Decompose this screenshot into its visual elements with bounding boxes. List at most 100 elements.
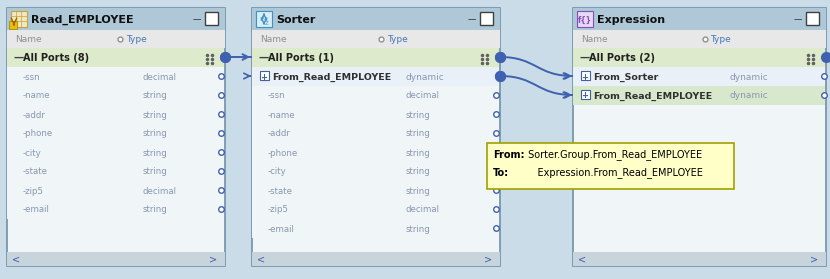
Text: From_Sorter: From_Sorter [593,73,658,81]
Text: From_Read_EMPLOYEE: From_Read_EMPLOYEE [593,92,712,100]
FancyBboxPatch shape [577,11,593,27]
Text: decimal: decimal [142,186,176,196]
FancyBboxPatch shape [573,252,826,266]
FancyBboxPatch shape [260,71,269,80]
FancyBboxPatch shape [7,30,225,48]
FancyBboxPatch shape [480,12,493,25]
Text: Type: Type [126,35,147,44]
FancyBboxPatch shape [573,8,826,266]
Text: -zip5: -zip5 [23,186,44,196]
Text: string: string [142,129,167,138]
Text: -city: -city [268,167,286,177]
Text: Expression.From_Read_EMPLOYEE: Expression.From_Read_EMPLOYEE [525,168,703,179]
Text: Name: Name [260,35,286,44]
FancyBboxPatch shape [205,12,218,25]
Text: —: — [579,53,589,63]
FancyBboxPatch shape [252,8,500,266]
FancyBboxPatch shape [7,67,224,86]
FancyBboxPatch shape [252,30,500,48]
Text: dynamic: dynamic [730,92,769,100]
FancyBboxPatch shape [7,105,224,124]
Text: Type: Type [710,35,731,44]
Text: Read_EMPLOYEE: Read_EMPLOYEE [31,15,134,25]
Text: string: string [406,148,431,158]
FancyBboxPatch shape [7,252,225,266]
Text: string: string [142,148,167,158]
Text: string: string [406,225,431,234]
Text: decimal: decimal [406,92,440,100]
Text: -ssn: -ssn [23,73,41,81]
FancyBboxPatch shape [7,48,224,67]
Text: +: + [261,73,267,81]
FancyBboxPatch shape [581,71,590,80]
Text: -name: -name [23,92,51,100]
Text: -addr: -addr [268,129,290,138]
Text: Type: Type [387,35,408,44]
Text: From:: From: [493,150,525,160]
Text: Expression: Expression [597,15,665,25]
FancyBboxPatch shape [7,162,224,181]
Text: >: > [810,255,818,265]
Text: Sorter.Group.From_Read_EMPLOYEE: Sorter.Group.From_Read_EMPLOYEE [525,150,702,160]
FancyBboxPatch shape [252,252,500,266]
FancyBboxPatch shape [252,8,500,30]
Text: dynamic: dynamic [406,73,445,81]
Text: -state: -state [23,167,48,177]
Text: All Ports (2): All Ports (2) [589,53,655,63]
Text: All Ports (8): All Ports (8) [23,53,89,63]
FancyBboxPatch shape [581,90,590,99]
Text: dynamic: dynamic [730,73,769,81]
FancyBboxPatch shape [256,11,272,27]
FancyBboxPatch shape [252,200,499,219]
Text: <: < [257,255,265,265]
FancyBboxPatch shape [252,124,499,143]
Text: string: string [142,110,167,119]
FancyBboxPatch shape [252,67,499,86]
Text: string: string [406,110,431,119]
Text: >: > [209,255,217,265]
Text: -state: -state [268,186,293,196]
Text: —: — [468,16,476,25]
Text: string: string [142,92,167,100]
Text: From_Read_EMPLOYEE: From_Read_EMPLOYEE [272,73,391,81]
FancyBboxPatch shape [252,105,499,124]
Text: All Ports (1): All Ports (1) [268,53,334,63]
Text: -phone: -phone [268,148,298,158]
FancyBboxPatch shape [573,30,826,48]
FancyBboxPatch shape [7,8,225,30]
Text: <: < [578,255,586,265]
FancyBboxPatch shape [7,124,224,143]
Text: Name: Name [15,35,42,44]
Text: string: string [406,129,431,138]
FancyBboxPatch shape [573,86,825,105]
Text: >: > [484,255,492,265]
Text: -city: -city [23,148,42,158]
Text: —: — [193,16,202,25]
Text: Z: Z [265,21,269,26]
Text: A: A [261,16,265,21]
Text: —: — [258,53,268,63]
FancyBboxPatch shape [7,86,224,105]
FancyBboxPatch shape [7,200,224,219]
FancyBboxPatch shape [7,8,225,266]
FancyBboxPatch shape [252,162,499,181]
Text: string: string [142,206,167,215]
Text: Sorter: Sorter [276,15,315,25]
Text: -name: -name [268,110,295,119]
FancyBboxPatch shape [573,48,825,67]
Text: string: string [142,167,167,177]
FancyBboxPatch shape [7,143,224,162]
Text: decimal: decimal [406,206,440,215]
FancyBboxPatch shape [7,181,224,200]
Text: -ssn: -ssn [268,92,286,100]
FancyBboxPatch shape [487,143,734,189]
Text: -phone: -phone [23,129,53,138]
Text: decimal: decimal [142,73,176,81]
FancyBboxPatch shape [11,11,27,27]
FancyBboxPatch shape [252,86,499,105]
Text: +: + [582,92,588,100]
FancyBboxPatch shape [573,8,826,30]
Text: -email: -email [268,225,295,234]
Text: -zip5: -zip5 [268,206,289,215]
Text: -email: -email [23,206,50,215]
